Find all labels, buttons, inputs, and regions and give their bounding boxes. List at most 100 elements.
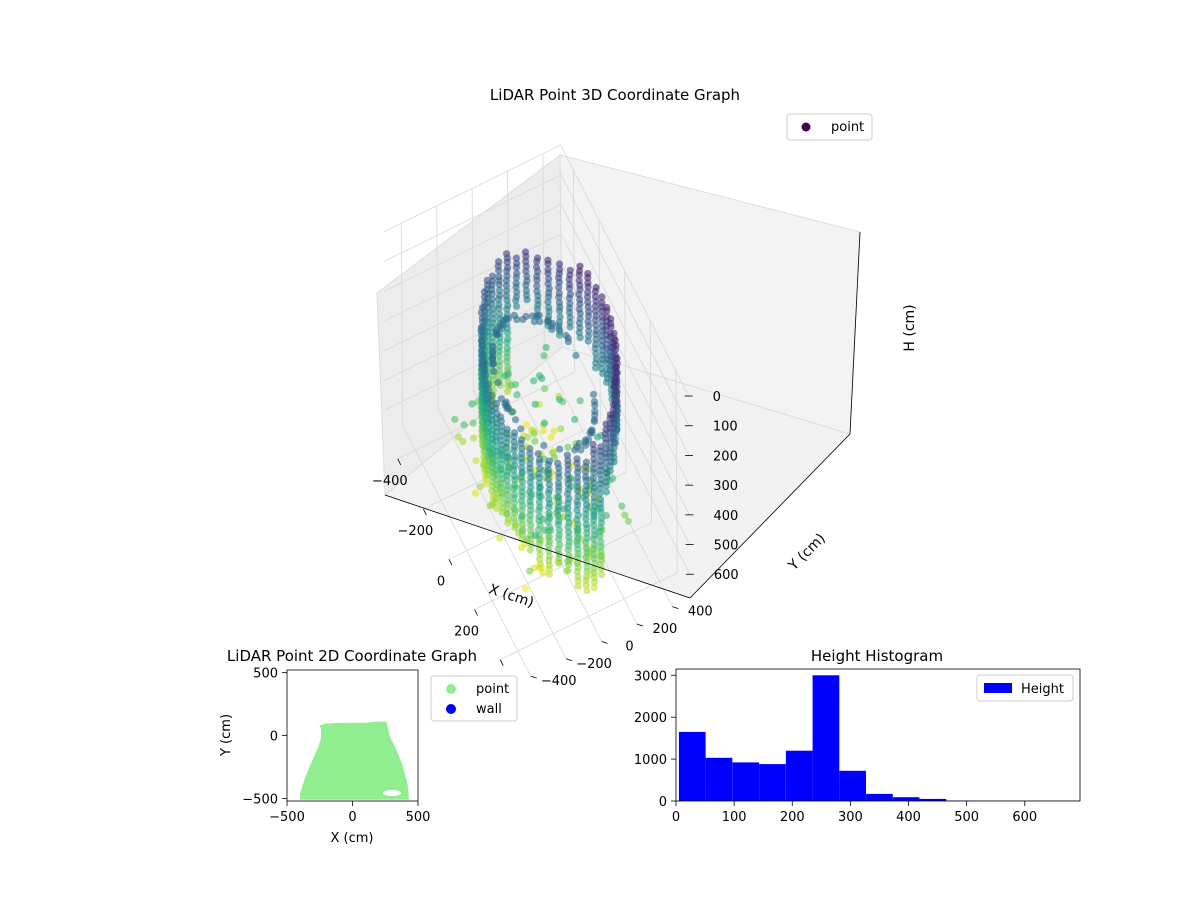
- point-marker: [545, 570, 553, 578]
- point-marker: [490, 367, 498, 376]
- axis-ticks-2d: −500 0 500 500 0 −500: [242, 667, 430, 825]
- point-marker: [581, 436, 590, 444]
- point-marker: [544, 266, 552, 274]
- point-marker: [545, 547, 553, 555]
- point-marker: [535, 488, 544, 496]
- point-marker: [498, 422, 506, 430]
- y-tick: [565, 658, 573, 662]
- point-marker: [590, 535, 598, 543]
- point-marker: [582, 441, 590, 449]
- point-marker: [512, 279, 520, 287]
- y-tick-label: −400: [541, 674, 577, 689]
- point-marker: [541, 419, 549, 427]
- point-marker: [545, 303, 553, 311]
- point-marker: [528, 312, 537, 320]
- point-marker: [582, 473, 590, 481]
- point-marker: [513, 259, 521, 267]
- point-marker: [536, 564, 544, 572]
- histogram-bar: [866, 793, 893, 801]
- point-marker: [503, 344, 511, 352]
- point-marker: [517, 425, 525, 433]
- point-marker: [589, 440, 597, 448]
- point-marker: [494, 262, 502, 270]
- point-marker: [555, 260, 564, 268]
- point-marker: [534, 450, 542, 458]
- point-marker: [522, 267, 530, 275]
- y-axis-label: Y (cm): [785, 531, 829, 575]
- point-marker: [487, 451, 495, 459]
- point-marker: [518, 488, 526, 496]
- point-marker: [571, 415, 579, 424]
- point-marker: [589, 390, 598, 398]
- point-marker: [536, 555, 544, 563]
- point-marker: [472, 489, 480, 497]
- point-marker: [518, 513, 526, 521]
- point-marker: [492, 466, 500, 474]
- point-marker: [486, 445, 494, 453]
- y-tick-label-hist: 2000: [634, 711, 667, 726]
- point-marker: [603, 303, 611, 312]
- point-marker: [480, 288, 488, 296]
- point-marker: [511, 524, 519, 532]
- z-tick-label: 100: [713, 420, 738, 435]
- grid-left-y: [400, 223, 404, 426]
- point-marker: [518, 445, 526, 453]
- point-marker: [492, 326, 500, 334]
- point-marker: [477, 323, 485, 331]
- point-marker: [564, 504, 572, 512]
- y-tick: [636, 623, 644, 627]
- point-marker: [526, 497, 534, 505]
- point-marker: [495, 300, 503, 309]
- point-marker: [486, 502, 494, 510]
- point-marker: [503, 439, 511, 447]
- point-marker: [591, 307, 600, 315]
- point-marker: [531, 531, 540, 540]
- point-marker: [554, 545, 563, 553]
- y-tick-label-hist: 3000: [634, 669, 667, 684]
- x-tick-label-hist: 600: [1012, 810, 1037, 825]
- point-marker: [469, 419, 477, 427]
- point-marker: [451, 415, 459, 423]
- point-marker: [575, 319, 584, 327]
- point-marker: [488, 391, 496, 400]
- histogram-title: Height Histogram: [811, 647, 943, 665]
- y-tick-label: 0: [625, 639, 633, 654]
- point-marker: [511, 453, 519, 461]
- point-marker: [624, 517, 633, 525]
- point-marker: [526, 478, 534, 486]
- point-marker: [495, 352, 503, 360]
- point-marker: [517, 454, 526, 462]
- point-marker: [551, 454, 559, 462]
- axis-ticks-hist: 0 100 200 300 400 500 600 0 1000 2000 3000: [634, 669, 1037, 825]
- point-marker: [522, 585, 530, 593]
- point-marker: [583, 529, 591, 537]
- y-tick-label-hist: 0: [659, 795, 667, 810]
- point-marker: [522, 281, 530, 289]
- y-axis-line: [689, 433, 851, 599]
- point-marker: [522, 286, 531, 295]
- point-marker: [555, 517, 563, 525]
- legend-2d: point wall: [430, 675, 518, 722]
- x-tick-label-hist: 100: [722, 810, 747, 825]
- point-marker: [613, 354, 621, 362]
- point-marker: [596, 447, 605, 455]
- x-tick-label-2d: 0: [348, 810, 356, 825]
- point-marker: [518, 464, 526, 472]
- histogram-bar: [678, 731, 706, 801]
- point-marker: [550, 427, 558, 435]
- point-marker: [510, 311, 518, 319]
- point-marker: [564, 523, 572, 531]
- point-marker: [526, 460, 534, 468]
- point-marker: [503, 267, 511, 275]
- grid-h-line: [384, 233, 690, 486]
- grid-back-x: [649, 320, 652, 523]
- x-tick-label: −400: [372, 474, 408, 489]
- point-marker: [502, 292, 510, 300]
- point-marker: [541, 385, 549, 393]
- point-marker: [571, 446, 579, 454]
- point-marker: [621, 511, 629, 519]
- point-marker: [522, 420, 530, 429]
- point-marker: [526, 488, 534, 496]
- x-axis-line: [384, 494, 691, 599]
- point-marker: [544, 298, 552, 306]
